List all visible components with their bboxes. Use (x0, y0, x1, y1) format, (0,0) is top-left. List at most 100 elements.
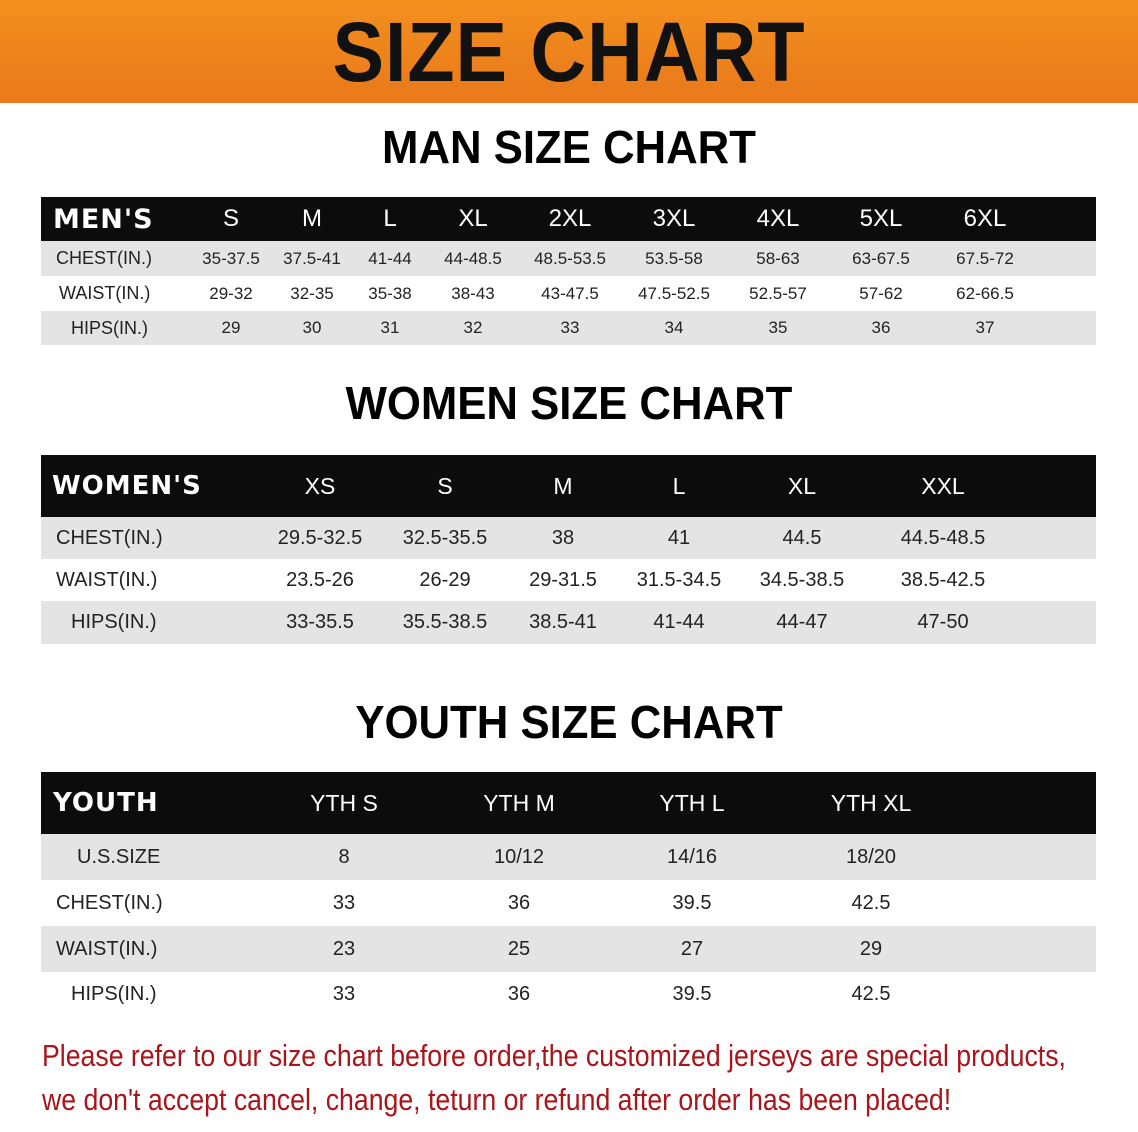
table-cell: 36 (507, 982, 531, 1005)
table-cell: 37 (975, 318, 995, 337)
table-cell: 29-32 (209, 283, 253, 303)
table-cell: 35 (768, 318, 788, 337)
table-row: CHEST(IN.) 29.5-32.5 32.5-35.5 38 41 44.5 44.5… (41, 517, 1096, 559)
size-header-cell: 4XL (756, 205, 800, 232)
table-cell: 44.5 (782, 526, 822, 549)
size-header-cell: XL (787, 472, 817, 499)
table-cell: 33 (332, 891, 356, 914)
table-cell: 32 (463, 318, 483, 337)
table-cell: 35-38 (368, 283, 412, 303)
table-row: WAIST(IN.) 23 25 27 29 (41, 926, 1096, 972)
size-header-cell: M (553, 472, 573, 499)
women-size-table: WOMEN'S XS S M L XL XXL CHEST(IN.) 29.5-32.5 32.5… (41, 455, 1096, 644)
notice-line-2: we don't accept cancel, change, teturn o… (42, 1082, 952, 1117)
size-header-cell: S (222, 205, 239, 232)
table-row: CHEST(IN.) 35-37.5 37.5-41 41-44 44-48.5 48.5… (41, 241, 1096, 276)
table-cell: 47-50 (917, 611, 969, 633)
table-cell: 34 (664, 318, 684, 337)
table-cell: 63-67.5 (852, 248, 910, 268)
table-cell: 36 (871, 318, 891, 337)
table-cell: 57-62 (859, 283, 903, 303)
measurement-label: CHEST(IN.) (56, 891, 163, 914)
table-cell: 14/16 (666, 845, 718, 868)
size-header-cell: L (672, 472, 686, 499)
size-header-cell: YTH M (483, 789, 555, 816)
table-cell: 18/20 (845, 845, 897, 868)
size-header-cell: L (383, 205, 397, 232)
table-cell: 36 (507, 891, 531, 914)
table-cell: 31 (380, 318, 400, 337)
table-cell: 25 (507, 937, 531, 960)
table-title-cell: WOMEN'S (52, 471, 202, 501)
table-cell: 41-44 (368, 248, 412, 268)
men-size-table: MEN'S S M L XL 2XL 3XL 4XL 5XL 6XL CHEST(IN.) 35-37… (41, 197, 1096, 345)
table-cell: 10/12 (493, 845, 545, 868)
table-cell: 33-35.5 (286, 611, 354, 633)
table-cell: 31.5-34.5 (636, 568, 722, 591)
measurement-label: HIPS(IN.) (71, 317, 149, 338)
size-header-cell: 2XL (548, 205, 592, 232)
table-cell: 39.5 (672, 891, 712, 914)
table-row: WAIST(IN.) 23.5-26 26-29 29-31.5 31.5-34.5 34… (41, 559, 1096, 601)
women-section-title: WOMEN SIZE CHART (345, 377, 793, 429)
size-header-cell: XXL (921, 472, 965, 499)
measurement-label: WAIST(IN.) (59, 283, 151, 303)
measurement-label: HIPS(IN.) (71, 982, 157, 1005)
table-cell: 47.5-52.5 (638, 283, 710, 303)
men-section-title: MAN SIZE CHART (382, 121, 756, 173)
table-title-cell: MEN'S (53, 203, 154, 235)
table-cell: 39.5 (672, 982, 712, 1005)
table-cell: 44-47 (776, 611, 828, 633)
table-cell: 35.5-38.5 (402, 611, 488, 633)
table-cell: 32-35 (290, 283, 334, 303)
size-header-cell: YTH XL (830, 789, 912, 816)
table-header-row: YOUTH YTH S YTH M YTH L YTH XL (41, 772, 1096, 834)
table-cell: 33 (332, 982, 356, 1005)
table-row: HIPS(IN.) 33 36 39.5 42.5 (41, 972, 1096, 1016)
table-cell: 42.5 (851, 982, 891, 1005)
table-row: HIPS(IN.) 29 30 31 32 33 34 35 36 37 (41, 311, 1096, 345)
table-cell: 38.5-42.5 (900, 568, 986, 591)
table-cell: 53.5-58 (645, 248, 703, 268)
measurement-label: WAIST(IN.) (56, 568, 158, 591)
size-header-cell: 5XL (859, 205, 903, 232)
size-header-cell: XS (304, 472, 336, 499)
table-header-row: WOMEN'S XS S M L XL XXL (41, 455, 1096, 517)
size-header-cell: M (302, 205, 322, 232)
table-cell: 32.5-35.5 (402, 526, 488, 549)
table-row: WAIST(IN.) 29-32 32-35 35-38 38-43 43-47.5 47.… (41, 276, 1096, 311)
size-header-cell: 6XL (963, 205, 1007, 232)
table-title-cell: YOUTH (53, 788, 159, 818)
table-cell: 67.5-72 (956, 248, 1014, 268)
table-cell: 44-48.5 (444, 248, 502, 268)
youth-size-table: YOUTH YTH S YTH M YTH L YTH XL U.S.SIZE 8 10/12… (41, 772, 1096, 1016)
size-header-cell: YTH L (659, 789, 725, 816)
size-header-cell: S (437, 472, 453, 499)
measurement-label: WAIST(IN.) (56, 937, 158, 960)
banner-title: SIZE CHART (332, 5, 806, 99)
table-cell: 62-66.5 (956, 283, 1014, 303)
table-row: U.S.SIZE 8 10/12 14/16 18/20 (41, 834, 1096, 880)
table-cell: 43-47.5 (541, 283, 599, 303)
size-header-cell: XL (458, 205, 488, 232)
size-header-cell: 3XL (652, 205, 696, 232)
table-cell: 38.5-41 (529, 611, 597, 633)
table-cell: 38-43 (451, 283, 495, 303)
table-cell: 44.5-48.5 (900, 526, 986, 549)
table-cell: 23 (332, 937, 356, 960)
table-cell: 29-31.5 (529, 568, 597, 591)
size-header-cell: YTH S (310, 789, 378, 816)
measurement-label: U.S.SIZE (77, 845, 161, 868)
measurement-label: HIPS(IN.) (71, 611, 157, 633)
table-cell: 33 (560, 318, 580, 337)
measurement-label: CHEST(IN.) (56, 526, 163, 549)
table-cell: 58-63 (756, 248, 800, 268)
table-cell: 26-29 (419, 568, 471, 591)
banner: SIZE CHART (0, 0, 1138, 103)
table-cell: 23.5-26 (286, 568, 354, 591)
table-cell: 38 (551, 526, 575, 549)
table-cell: 52.5-57 (749, 283, 807, 303)
table-cell: 27 (680, 937, 704, 960)
table-cell: 41 (667, 526, 691, 549)
table-cell: 29 (859, 937, 883, 960)
